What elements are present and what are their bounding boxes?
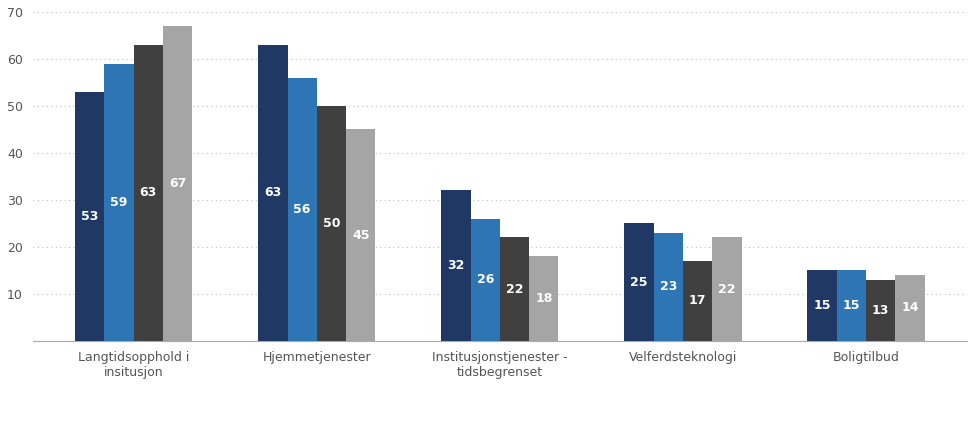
Text: 32: 32 bbox=[447, 259, 465, 272]
Bar bbox=[895, 275, 924, 341]
Bar bbox=[837, 271, 866, 341]
Text: 26: 26 bbox=[476, 273, 494, 286]
Text: 23: 23 bbox=[659, 280, 677, 293]
Text: 13: 13 bbox=[872, 304, 889, 317]
Bar bbox=[683, 261, 712, 341]
Text: 53: 53 bbox=[81, 210, 98, 223]
Bar bbox=[529, 256, 558, 341]
Bar bbox=[712, 237, 741, 341]
Text: 14: 14 bbox=[901, 302, 918, 315]
Text: 22: 22 bbox=[718, 283, 735, 296]
Bar bbox=[807, 271, 837, 341]
Bar bbox=[441, 191, 470, 341]
Bar bbox=[287, 78, 317, 341]
Bar bbox=[500, 237, 529, 341]
Text: 17: 17 bbox=[689, 295, 706, 307]
Bar bbox=[866, 280, 895, 341]
Text: 15: 15 bbox=[813, 299, 831, 312]
Text: 67: 67 bbox=[169, 177, 186, 190]
Bar bbox=[317, 106, 346, 341]
Bar bbox=[163, 26, 192, 341]
Text: 22: 22 bbox=[506, 283, 523, 296]
Bar bbox=[654, 233, 683, 341]
Text: 63: 63 bbox=[264, 186, 281, 199]
Bar bbox=[624, 223, 654, 341]
Text: 45: 45 bbox=[352, 229, 369, 242]
Text: 25: 25 bbox=[630, 276, 648, 288]
Bar bbox=[258, 45, 287, 341]
Text: 56: 56 bbox=[293, 203, 311, 216]
Bar bbox=[346, 129, 375, 341]
Text: 15: 15 bbox=[843, 299, 860, 312]
Bar bbox=[470, 218, 500, 341]
Bar bbox=[104, 64, 133, 341]
Text: 50: 50 bbox=[322, 217, 340, 230]
Text: 63: 63 bbox=[139, 186, 157, 199]
Text: 59: 59 bbox=[110, 196, 128, 209]
Text: 18: 18 bbox=[535, 292, 552, 305]
Bar bbox=[133, 45, 163, 341]
Bar bbox=[75, 92, 104, 341]
